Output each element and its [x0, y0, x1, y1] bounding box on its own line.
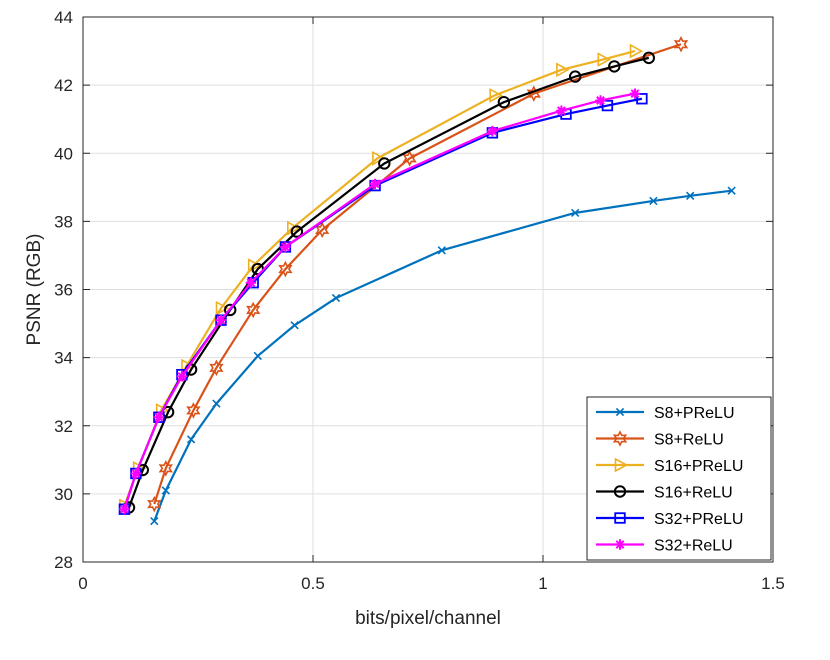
x-axis-label: bits/pixel/channel — [355, 608, 501, 629]
data-point-s32-relu — [176, 371, 188, 382]
data-point-s8-relu — [402, 150, 417, 167]
data-point-s16-prelu — [372, 151, 386, 166]
y-tick-label: 44 — [54, 8, 73, 27]
y-tick-label: 38 — [54, 212, 73, 231]
series-s8-prelu — [150, 186, 736, 526]
legend-item-s16-prelu: S16+PReLU — [596, 457, 743, 475]
data-point-s8-prelu — [253, 351, 262, 361]
legend-item-s16-relu: S16+ReLU — [596, 485, 733, 502]
data-point-s16-prelu — [556, 62, 570, 78]
legend-label: S16+ReLU — [654, 485, 733, 502]
data-point-s8-relu — [158, 460, 173, 477]
data-point-s8-relu — [186, 402, 201, 419]
data-point-s8-prelu — [161, 486, 170, 495]
data-point-s32-relu — [487, 125, 498, 137]
y-tick-label: 30 — [54, 485, 73, 504]
legend-item-s32-relu: S32+ReLU — [596, 538, 733, 555]
series-line-s32-relu — [123, 92, 636, 510]
data-point-s8-prelu — [437, 246, 446, 255]
data-point-s16-relu — [497, 95, 511, 109]
data-point-s16-relu — [608, 60, 621, 73]
series-line-s8-prelu — [153, 189, 732, 522]
legend-marker — [614, 539, 626, 550]
legend-marker — [615, 407, 625, 417]
data-point-s16-relu — [569, 70, 582, 83]
legend-marker — [612, 430, 628, 447]
axis-ticks: 0 0.5 1 1.5 28 30 32 34 36 38 40 42 44 — [54, 8, 785, 593]
data-point-s16-prelu — [247, 258, 262, 274]
data-point-s8-prelu — [727, 186, 736, 195]
y-tick-label: 34 — [54, 349, 73, 368]
data-point-s32-relu — [215, 314, 227, 326]
legend-marker — [613, 485, 627, 498]
legend-marker — [614, 457, 629, 473]
data-point-s16-prelu — [597, 52, 611, 67]
data-point-s32-relu — [595, 95, 606, 106]
data-point-s8-relu — [209, 359, 224, 377]
data-point-s16-relu — [290, 225, 304, 238]
series-lines — [118, 35, 736, 526]
data-point-s32-relu — [130, 468, 142, 479]
series-s8-relu — [147, 35, 689, 513]
data-point-s32-relu — [280, 241, 291, 253]
legend: S8+PReLU S8+ReLU S16+PReLU S16+ReLU S32+PReL… — [586, 396, 772, 561]
data-point-s8-prelu — [686, 191, 695, 200]
y-tick-label: 42 — [54, 76, 73, 95]
data-point-s32-relu — [119, 504, 130, 515]
data-point-s16-prelu — [286, 220, 301, 236]
data-point-s32-prelu — [601, 99, 614, 112]
data-point-s8-relu — [278, 260, 293, 278]
x-tick-label: 1.5 — [761, 574, 785, 593]
data-point-s16-relu — [642, 51, 655, 65]
data-point-s8-prelu — [290, 321, 299, 330]
data-point-s8-prelu — [331, 293, 341, 303]
data-point-s32-relu — [245, 277, 257, 288]
data-point-s32-relu — [369, 178, 381, 190]
data-point-s32-relu — [629, 88, 641, 99]
data-point-s16-prelu — [629, 43, 644, 59]
y-tick-label: 36 — [54, 281, 73, 300]
data-point-s8-prelu — [649, 196, 658, 206]
x-tick-label: 0 — [78, 574, 87, 593]
y-axis-label: PSNR (RGB) — [24, 234, 45, 346]
data-point-s8-prelu — [571, 208, 580, 218]
series-line-s8-relu — [153, 43, 682, 505]
data-point-s32-relu — [153, 412, 165, 423]
legend-label: S8+PReLU — [654, 405, 735, 422]
legend-label: S32+PReLU — [654, 511, 743, 528]
data-point-s16-relu — [224, 303, 237, 317]
data-point-s8-prelu — [150, 516, 159, 526]
y-tick-label: 28 — [54, 553, 73, 572]
data-point-s16-prelu — [215, 300, 230, 316]
legend-label: S32+ReLU — [654, 538, 733, 555]
data-point-s32-relu — [556, 105, 567, 116]
series-s32-relu — [119, 88, 641, 515]
legend-label: S8+ReLU — [654, 432, 724, 449]
data-point-s8-prelu — [186, 435, 196, 444]
legend-item-s8-relu: S8+ReLU — [596, 430, 724, 449]
data-point-s16-prelu — [489, 87, 503, 103]
y-tick-label: 40 — [54, 144, 73, 163]
data-point-s8-relu — [246, 301, 261, 319]
data-point-s32-prelu — [636, 93, 648, 105]
data-point-s8-prelu — [212, 399, 221, 408]
legend-item-s8-prelu: S8+PReLU — [596, 405, 735, 422]
y-tick-label: 32 — [54, 417, 73, 436]
legend-label: S16+PReLU — [654, 458, 743, 475]
x-tick-label: 0.5 — [301, 574, 325, 593]
legend-item-s32-prelu: S32+PReLU — [596, 511, 743, 528]
legend-box — [586, 396, 772, 561]
data-point-s8-relu — [147, 495, 162, 513]
data-point-s16-relu — [378, 157, 391, 170]
legend-marker — [614, 512, 626, 524]
data-point-s8-relu — [673, 35, 689, 53]
x-tick-label: 1 — [538, 574, 547, 593]
